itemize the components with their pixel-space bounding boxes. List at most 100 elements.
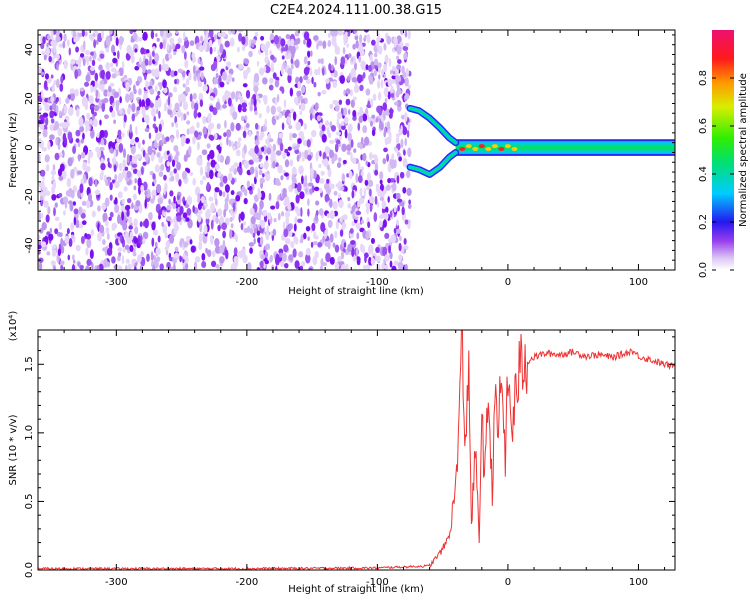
noise-dot: [408, 199, 411, 205]
noise-dot: [214, 245, 221, 254]
noise-dot: [229, 198, 235, 203]
noise-dot: [129, 92, 134, 102]
noise-dot: [166, 161, 171, 167]
noise-dot: [380, 79, 384, 89]
noise-dot: [113, 91, 120, 99]
noise-dot: [337, 111, 342, 120]
noise-dot: [54, 216, 60, 222]
noise-dot: [75, 46, 79, 53]
noise-dot: [299, 191, 305, 200]
noise-dot: [146, 253, 150, 262]
noise-dot: [404, 30, 408, 38]
noise-dot: [199, 166, 204, 176]
noise-dot: [357, 175, 363, 184]
noise-dot: [241, 185, 246, 193]
noise-dot: [209, 105, 214, 112]
noise-dot: [360, 219, 365, 224]
noise-dot: [403, 52, 408, 61]
noise-dot: [209, 149, 215, 160]
noise-dot: [355, 210, 362, 216]
noise-dot: [97, 57, 102, 62]
noise-dot: [377, 62, 382, 68]
noise-dot: [326, 213, 331, 219]
noise-dot: [127, 106, 131, 115]
noise-dot: [280, 175, 284, 181]
noise-dot: [111, 256, 116, 264]
noise-dot: [175, 129, 180, 139]
noise-dot: [87, 155, 91, 165]
noise-dot: [357, 200, 361, 208]
noise-dot: [306, 139, 311, 148]
noise-dot: [99, 53, 105, 59]
noise-dot: [39, 169, 46, 177]
noise-dot: [342, 107, 348, 116]
noise-dot: [207, 116, 211, 124]
noise-dot: [348, 109, 351, 115]
noise-dot: [118, 142, 124, 153]
noise-dot: [104, 197, 110, 207]
noise-dot: [121, 170, 127, 179]
noise-dot: [72, 259, 76, 264]
noise-dot: [170, 175, 175, 182]
noise-dot: [307, 236, 310, 241]
noise-dot: [319, 188, 323, 194]
noise-dot: [218, 189, 223, 197]
noise-dot: [53, 265, 57, 270]
noise-dot: [333, 70, 338, 78]
noise-dot: [316, 115, 322, 122]
noise-dot: [167, 108, 172, 115]
noise-dot: [144, 190, 148, 196]
noise-dot: [325, 196, 330, 202]
noise-dot: [279, 142, 284, 152]
noise-dot: [159, 42, 164, 50]
noise-dot: [175, 172, 180, 183]
noise-dot: [63, 104, 68, 114]
noise-dot: [258, 99, 261, 104]
noise-dot: [69, 202, 74, 212]
noise-dot: [140, 184, 145, 193]
noise-dot: [380, 69, 385, 76]
noise-dot: [135, 154, 142, 159]
noise-dot: [165, 136, 170, 142]
noise-dot: [171, 159, 176, 167]
noise-dot: [217, 224, 221, 232]
noise-dot: [357, 257, 361, 263]
noise-dot: [242, 69, 249, 76]
snr-multiplier-label: (x10⁴): [8, 311, 19, 342]
noise-dot: [74, 88, 79, 97]
noise-dot: [199, 35, 204, 42]
noise-dot: [105, 71, 111, 80]
noise-dot: [280, 65, 285, 76]
noise-dot: [290, 64, 294, 70]
noise-dot: [298, 95, 304, 100]
noise-dot: [405, 42, 410, 47]
noise-dot: [347, 243, 352, 253]
noise-dot: [205, 209, 211, 220]
noise-dot: [324, 182, 330, 191]
noise-dot: [313, 35, 319, 41]
noise-dot: [89, 249, 94, 260]
noise-dot: [153, 178, 157, 185]
noise-dot: [173, 70, 178, 77]
noise-dot: [298, 130, 305, 138]
noise-dot: [352, 43, 356, 50]
noise-dot: [406, 129, 410, 138]
noise-dot: [146, 69, 152, 74]
noise-dot: [359, 84, 364, 92]
noise-dot: [119, 96, 122, 104]
noise-dot: [105, 36, 109, 46]
noise-dot: [131, 102, 136, 113]
noise-dot: [217, 135, 222, 140]
noise-dot: [384, 97, 388, 104]
noise-dot: [53, 43, 56, 54]
noise-dot: [202, 84, 208, 92]
noise-dot: [342, 159, 347, 165]
noise-dot: [275, 265, 278, 270]
noise-dot: [334, 230, 338, 239]
noise-dot: [232, 111, 238, 120]
noise-dot: [395, 76, 399, 86]
noise-dot: [54, 202, 58, 208]
noise-dot: [244, 115, 248, 121]
noise-dot: [287, 73, 292, 84]
noise-dot: [314, 68, 319, 76]
